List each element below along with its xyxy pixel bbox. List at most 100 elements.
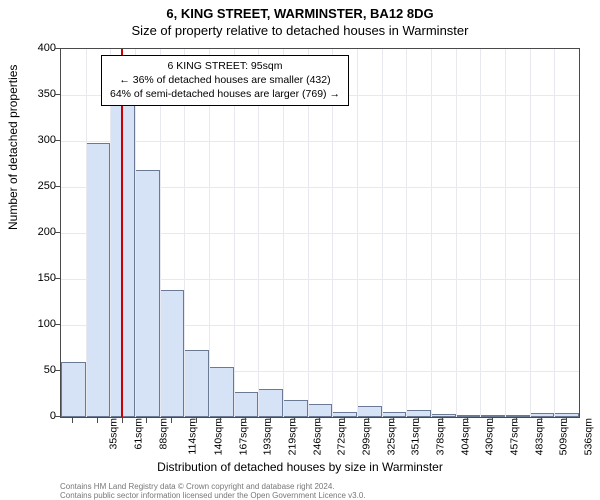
ytick-label: 100 [16,318,56,330]
xtick-mark [319,418,320,423]
xtick-label: 378sqm [434,418,446,455]
attribution-line2: Contains public sector information licen… [60,491,366,500]
xtick-label: 299sqm [360,418,372,455]
ytick-mark [55,232,60,233]
xtick-mark [270,418,271,423]
histogram-bar [86,143,111,417]
ytick-label: 350 [16,88,56,100]
ytick-mark [55,278,60,279]
gridline-v [86,49,87,417]
gridline-v [505,49,506,417]
xtick-mark [171,418,172,423]
xtick-mark [220,418,221,423]
histogram-bar [61,362,86,417]
histogram-bar [258,389,283,417]
histogram-bar [382,412,407,417]
xtick-mark [294,418,295,423]
chart-title-main: 6, KING STREET, WARMINSTER, BA12 8DG [0,0,600,21]
gridline-v [382,49,383,417]
xtick-label: 483sqm [533,418,545,455]
histogram-bar [283,400,308,417]
xtick-mark [467,418,468,423]
xtick-mark [146,418,147,423]
histogram-bar [480,415,505,417]
xtick-mark [97,418,98,423]
ytick-mark [55,324,60,325]
histogram-bar [160,290,185,417]
ytick-mark [55,186,60,187]
ytick-label: 0 [16,410,56,422]
histogram-bar [431,414,456,417]
ytick-label: 400 [16,42,56,54]
ytick-label: 200 [16,226,56,238]
xtick-mark [516,418,517,423]
plot-area: 6 KING STREET: 95sqm← 36% of detached ho… [60,48,580,418]
gridline-v [530,49,531,417]
xtick-label: 61sqm [133,418,145,450]
gridline-v [357,49,358,417]
histogram-bar [308,404,333,417]
attribution-line1: Contains HM Land Registry data © Crown c… [60,482,366,491]
histogram-bar [209,367,234,417]
xtick-mark [566,418,567,423]
x-axis-label: Distribution of detached houses by size … [0,460,600,474]
xtick-label: 430sqm [484,418,496,455]
xtick-mark [245,418,246,423]
attribution-text: Contains HM Land Registry data © Crown c… [60,482,366,500]
ytick-mark [55,48,60,49]
xtick-mark [344,418,345,423]
histogram-bar [505,415,530,417]
xtick-label: 140sqm [212,418,224,455]
xtick-label: 246sqm [311,418,323,455]
histogram-bar [357,406,382,417]
callout-line2: ← 36% of detached houses are smaller (43… [110,73,340,87]
gridline-v [406,49,407,417]
xtick-mark [368,418,369,423]
xtick-label: 457sqm [508,418,520,455]
gridline-v [456,49,457,417]
histogram-bar [332,412,357,417]
chart-title-sub: Size of property relative to detached ho… [0,21,600,38]
chart-container: 6, KING STREET, WARMINSTER, BA12 8DG Siz… [0,0,600,500]
xtick-label: 193sqm [262,418,274,455]
callout-box: 6 KING STREET: 95sqm← 36% of detached ho… [101,55,349,106]
histogram-bar [456,415,481,417]
xtick-label: 219sqm [286,418,298,455]
xtick-mark [393,418,394,423]
xtick-mark [541,418,542,423]
histogram-bar [110,95,135,417]
xtick-mark [196,418,197,423]
gridline-h [61,141,579,142]
ytick-label: 250 [16,180,56,192]
xtick-label: 35sqm [108,418,120,450]
callout-line3: 64% of semi-detached houses are larger (… [110,87,340,101]
xtick-mark [492,418,493,423]
ytick-mark [55,370,60,371]
xtick-label: 167sqm [237,418,249,455]
histogram-bar [184,350,209,417]
xtick-label: 114sqm [187,418,199,455]
xtick-label: 88sqm [157,418,169,450]
ytick-label: 300 [16,134,56,146]
xtick-label: 325sqm [385,418,397,455]
histogram-bar [406,410,431,417]
xtick-mark [442,418,443,423]
callout-line1: 6 KING STREET: 95sqm [110,59,340,73]
ytick-label: 150 [16,272,56,284]
xtick-mark [418,418,419,423]
histogram-bar [554,413,579,417]
gridline-v [431,49,432,417]
xtick-mark [122,418,123,423]
xtick-label: 351sqm [410,418,422,455]
xtick-label: 404sqm [459,418,471,455]
ytick-label: 50 [16,364,56,376]
gridline-v [554,49,555,417]
ytick-mark [55,416,60,417]
xtick-label: 536sqm [582,418,594,455]
xtick-mark [72,418,73,423]
xtick-label: 509sqm [558,418,570,455]
histogram-bar [530,413,555,417]
histogram-bar [234,392,259,417]
gridline-v [480,49,481,417]
histogram-bar [135,170,160,417]
